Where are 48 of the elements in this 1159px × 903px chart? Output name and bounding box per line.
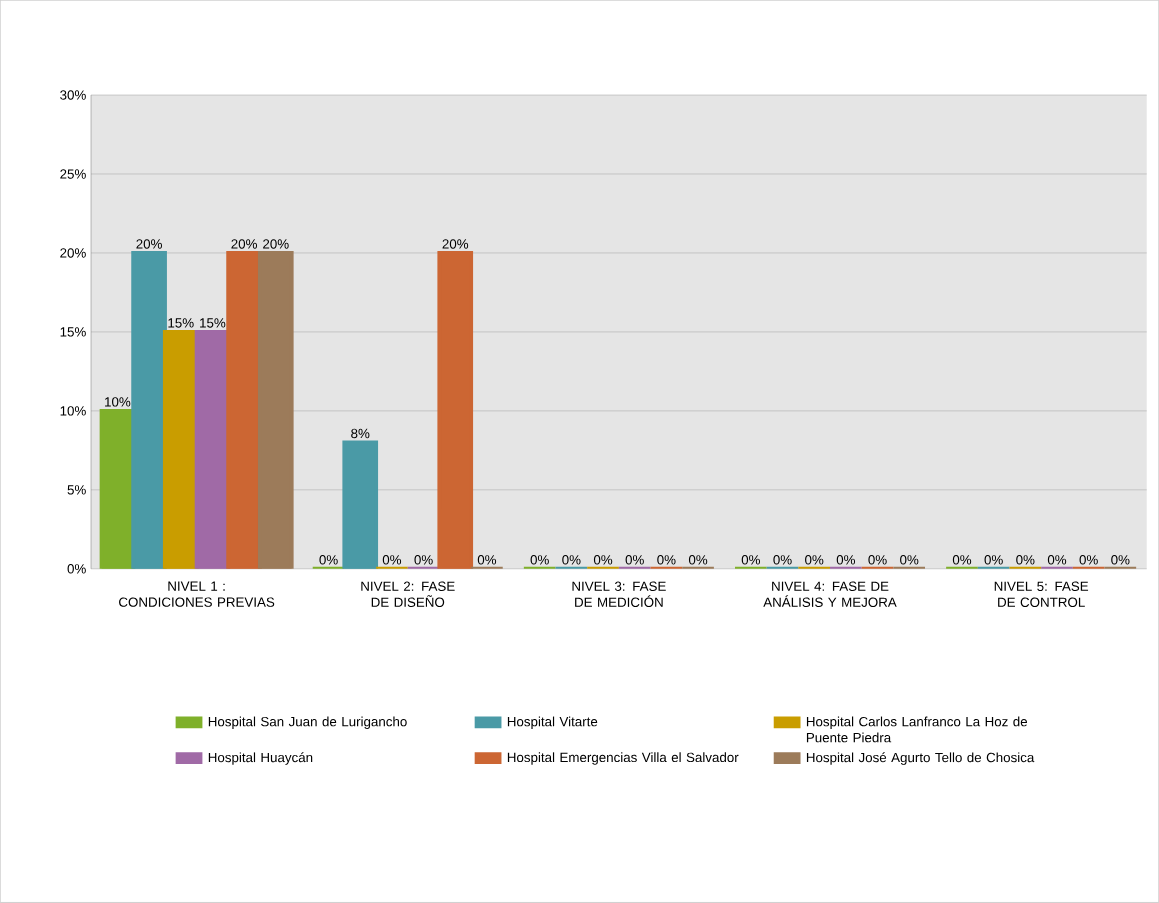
x-tick-label: NIVEL 3: FASE DE MEDICIÓN [572,581,666,608]
data-label: 0% [741,555,761,565]
x-tick-label: NIVEL 5: FASE DE CONTROL [994,581,1089,608]
x-tick-label: NIVEL 1 : CONDICIONES PREVIAS [119,581,275,607]
y-tick-label: 25% [60,169,86,179]
data-label: 20% [442,239,469,249]
data-label: 0% [805,555,824,565]
legend-label: Hospital Huaycán [208,752,313,765]
y-tick-label: 10% [60,406,86,416]
data-label: 0% [868,555,887,565]
legend-label: Hospital Emergencias Villa el Salvador [507,752,739,765]
data-label: 0% [836,555,856,565]
data-label: 0% [688,555,708,565]
data-label: 0% [593,555,613,565]
legend-label: Hospital San Juan de Lurigancho [208,716,407,730]
y-tick-label: 15% [60,327,86,337]
data-label: 0% [1079,555,1098,565]
data-label: 0% [530,555,549,565]
x-tick-label: NIVEL 4: FASE DE ANÁLISIS Y MEJORA [763,581,897,608]
data-label: 0% [1016,555,1035,565]
data-label: 0% [477,555,497,565]
data-label: 0% [900,555,919,565]
data-label: 15% [168,318,194,328]
y-tick-label: 0% [67,564,86,574]
legend-label: Hospital Carlos Lanfranco La Hoz de Puente Piedra [806,716,1028,743]
data-label: 0% [625,555,644,565]
data-label: 15% [200,318,226,328]
y-tick-label: 20% [60,248,86,258]
legend-label: Hospital José Agurto Tello de Chosica [806,752,1035,765]
data-label: 0% [773,555,792,565]
data-label: 0% [382,555,402,565]
data-label: 0% [414,555,433,565]
data-label: 0% [1111,555,1130,565]
legend-label: Hospital Vitarte [507,716,598,730]
x-tick-label: NIVEL 2: FASE DE DISEÑO [361,581,455,608]
data-label: 0% [319,555,338,565]
data-label: 20% [263,239,289,249]
data-label: 0% [1047,555,1067,565]
data-label: 20% [136,239,162,249]
y-tick-label: 5% [67,485,86,495]
y-tick-label: 30% [60,90,86,100]
data-label: 0% [657,555,676,565]
data-label: 8% [351,428,370,439]
data-label: 0% [984,555,1003,565]
data-label: 0% [952,555,972,565]
data-label: 0% [562,555,581,565]
data-label: 10% [105,397,131,407]
data-label: 20% [231,239,257,249]
